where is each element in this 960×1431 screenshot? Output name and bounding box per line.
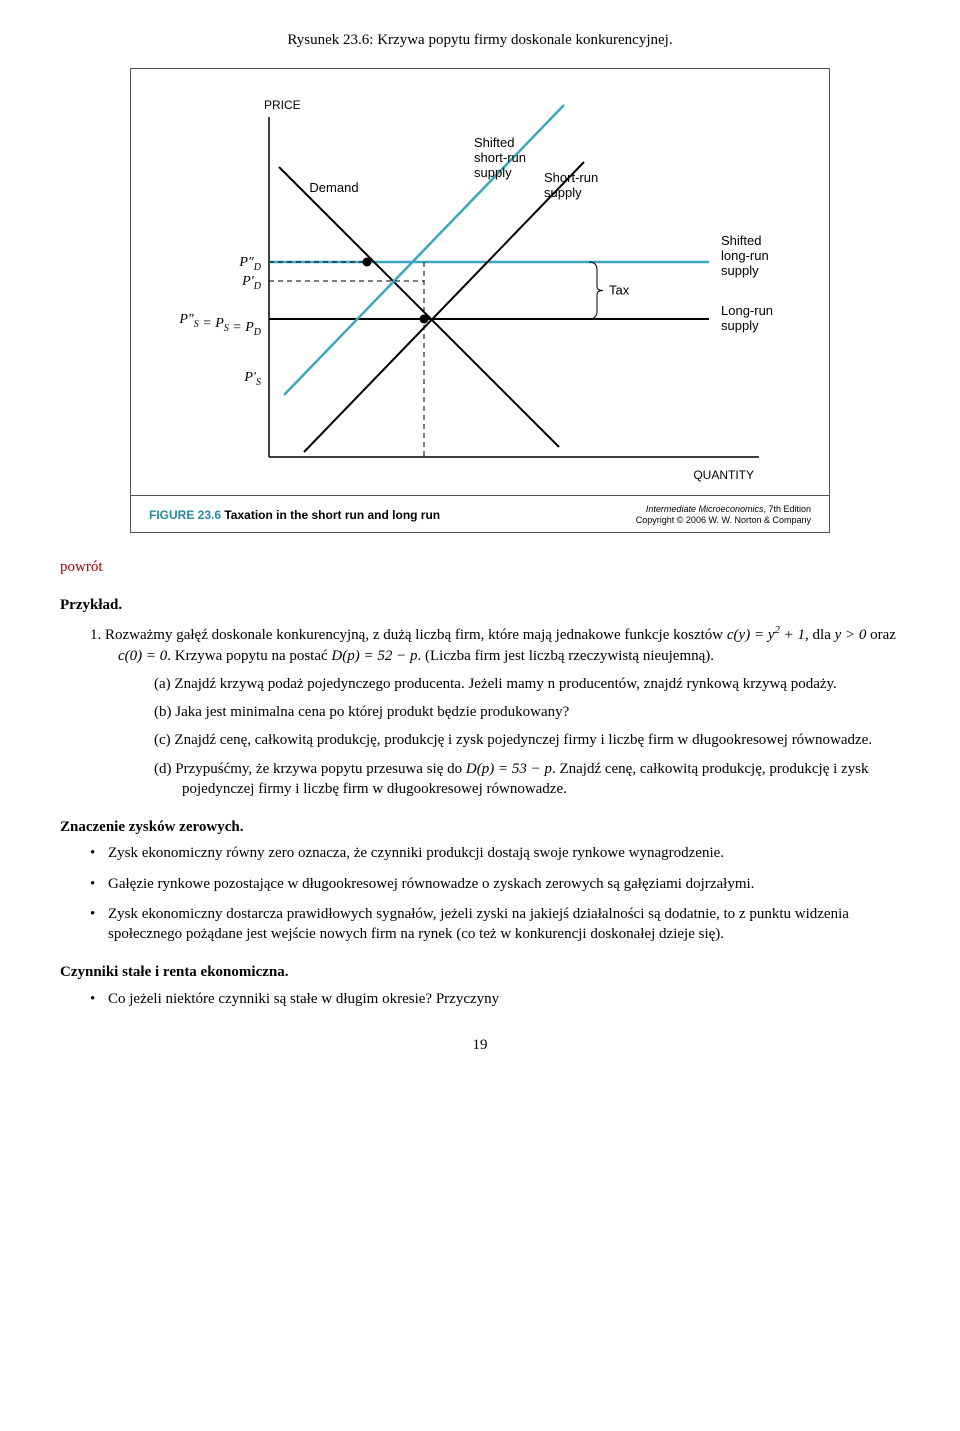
sub-item-a: (a) Znajdź krzywą podaż pojedynczego pro… xyxy=(154,674,900,694)
heading-czynniki: Czynniki stałe i renta ekonomiczna. xyxy=(60,962,900,982)
page-number: 19 xyxy=(60,1035,900,1055)
svg-text:P″D: P″D xyxy=(238,255,261,273)
svg-text:Short-run: Short-run xyxy=(544,170,598,185)
heading-znaczenie: Znaczenie zysków zerowych. xyxy=(60,817,900,837)
figure-footer: FIGURE 23.6 Taxation in the short run an… xyxy=(131,495,829,532)
svg-text:QUANTITY: QUANTITY xyxy=(693,468,754,482)
math-expr: c(y) = y2 + 1 xyxy=(727,627,805,643)
sub-item-d: (d) Przypuśćmy, że krzywa popytu przesuw… xyxy=(154,759,900,800)
svg-text:P′S: P′S xyxy=(243,370,261,388)
svg-text:P″S = PS = PD: P″S = PS = PD xyxy=(178,312,261,338)
figure-box: PRICEQUANTITYTaxDemandShiftedshort-runsu… xyxy=(130,68,830,533)
sub-item-c: (c) Znajdź cenę, całkowitą produkcję, pr… xyxy=(154,730,900,750)
svg-text:Shifted: Shifted xyxy=(721,233,761,248)
svg-text:supply: supply xyxy=(721,318,759,333)
back-link[interactable]: powrót xyxy=(60,557,900,577)
svg-text:Tax: Tax xyxy=(609,283,630,298)
bullet-item: Co jeżeli niektóre czynniki są stałe w d… xyxy=(90,989,900,1009)
bullet-item: Zysk ekonomiczny równy zero oznacza, że … xyxy=(90,843,900,863)
svg-text:supply: supply xyxy=(721,263,759,278)
enum-text: Rozważmy gałęź doskonale konkurencyjną, … xyxy=(105,627,727,643)
figure-number: FIGURE 23.6 xyxy=(149,508,221,522)
svg-text:PRICE: PRICE xyxy=(264,98,301,112)
figure-credit-book: Intermediate Microeconomics xyxy=(646,504,764,514)
bullet-item: Gałęzie rynkowe pozostające w długookres… xyxy=(90,874,900,894)
svg-text:supply: supply xyxy=(474,165,512,180)
svg-text:long-run: long-run xyxy=(721,248,769,263)
svg-text:Demand: Demand xyxy=(309,180,358,195)
svg-text:Long-run: Long-run xyxy=(721,303,773,318)
example-heading: Przykład. xyxy=(60,595,900,615)
figure-credit-copyright: Copyright © 2006 W. W. Norton & Company xyxy=(636,515,811,526)
svg-text:Shifted: Shifted xyxy=(474,135,514,150)
enum-number: 1. xyxy=(90,627,101,643)
figure-credit-edition: , 7th Edition xyxy=(763,504,811,514)
svg-text:short-run: short-run xyxy=(474,150,526,165)
supply-demand-chart: PRICEQUANTITYTaxDemandShiftedshort-runsu… xyxy=(149,87,809,487)
figure-container: PRICEQUANTITYTaxDemandShiftedshort-runsu… xyxy=(130,68,830,533)
enum-item-1: 1. Rozważmy gałęź doskonale konkurencyjn… xyxy=(90,623,900,799)
bullet-item: Zysk ekonomiczny dostarcza prawidłowych … xyxy=(90,904,900,945)
svg-text:supply: supply xyxy=(544,185,582,200)
figure-title: Taxation in the short run and long run xyxy=(221,508,440,522)
sub-item-b: (b) Jaka jest minimalna cena po której p… xyxy=(154,702,900,722)
figure-caption: Rysunek 23.6: Krzywa popytu firmy doskon… xyxy=(60,30,900,50)
svg-text:P′D: P′D xyxy=(241,274,262,292)
